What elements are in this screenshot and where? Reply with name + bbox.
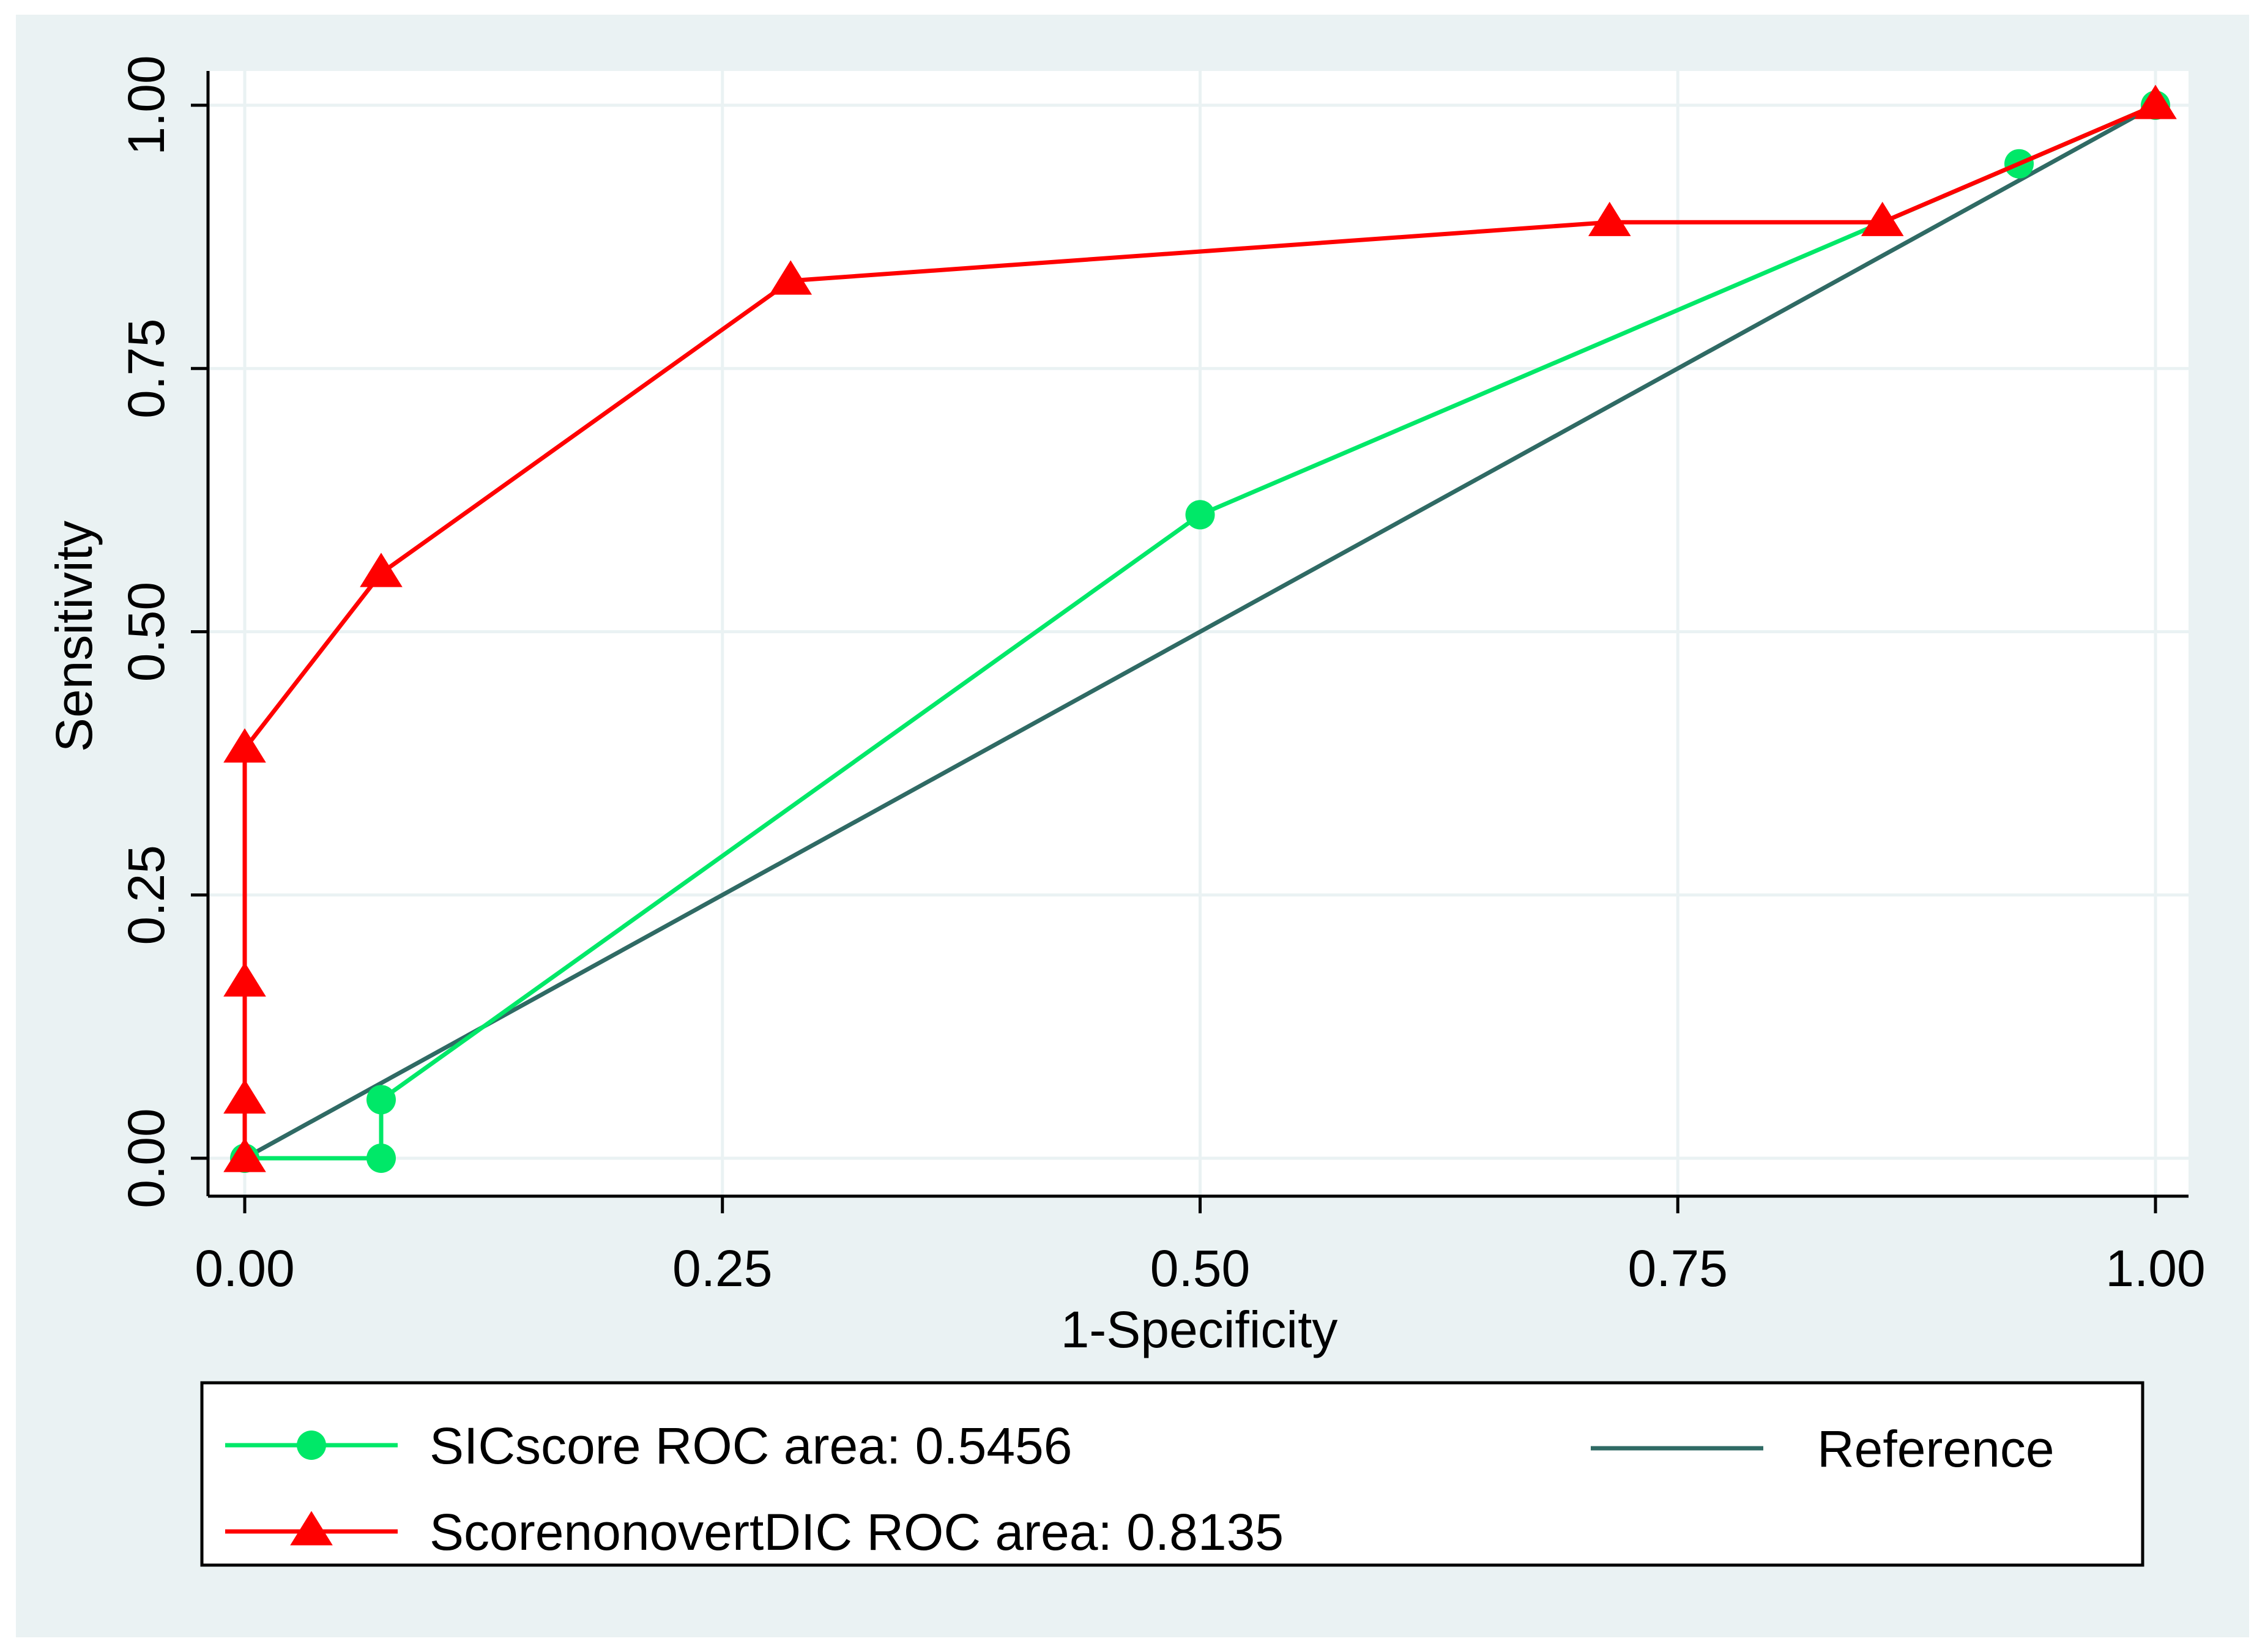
series-1-point-5 <box>769 260 813 295</box>
series-0-point-3 <box>1185 500 1215 530</box>
legend-box <box>200 1381 2144 1567</box>
series-1 <box>223 84 2177 1172</box>
series-0-point-2 <box>366 1085 396 1115</box>
x-tick-label-1: 0.25 <box>672 1240 773 1297</box>
x-tick-label-4: 1.00 <box>2105 1240 2206 1297</box>
y-tick-label-4: 1.00 <box>117 55 175 155</box>
series-1-point-2 <box>223 962 266 997</box>
series-1-point-1 <box>223 1079 266 1114</box>
legend-items <box>225 1431 1763 1546</box>
y-tick-label-2: 0.50 <box>117 582 175 682</box>
y-tick-label-3: 0.75 <box>117 319 175 419</box>
axes: 0.00 0.25 0.50 0.75 1.00 0.00 0.25 0.50 0.75 1.00 <box>117 55 2206 1297</box>
x-tick-label-2: 0.50 <box>1150 1240 1251 1297</box>
series-1-point-0 <box>223 1137 266 1172</box>
legend: SICscore ROC area: 0.5456 ScorenonovertD… <box>200 1381 2144 1567</box>
legend-label-sicscore: SICscore ROC area: 0.5456 <box>430 1417 1073 1475</box>
legend-label-reference: Reference <box>1817 1420 2055 1478</box>
series-1-point-7 <box>1861 201 1904 236</box>
series-1-point-6 <box>1588 201 1631 236</box>
x-axis-title: 1-Specificity <box>1061 1301 1338 1358</box>
x-tick-label-0: 0.00 <box>195 1240 295 1297</box>
legend-key-marker-0 <box>297 1431 326 1460</box>
y-axis-title: Sensitivity <box>45 521 103 752</box>
series-1-point-4 <box>360 553 403 587</box>
legend-label-scorenonovertdic: ScorenonovertDIC ROC area: 0.8135 <box>430 1503 1284 1561</box>
series <box>223 84 2177 1173</box>
series-2-line <box>244 103 2157 1161</box>
series-2 <box>244 103 2157 1161</box>
legend-key-marker-1 <box>290 1511 333 1546</box>
x-tick-label-3: 0.75 <box>1628 1240 1728 1297</box>
y-tick-label-1: 0.25 <box>117 845 175 945</box>
series-1-point-3 <box>223 728 266 763</box>
series-0-point-1 <box>366 1144 396 1173</box>
series-1-point-8 <box>2134 84 2177 119</box>
y-tick-label-0: 0.00 <box>117 1108 175 1208</box>
